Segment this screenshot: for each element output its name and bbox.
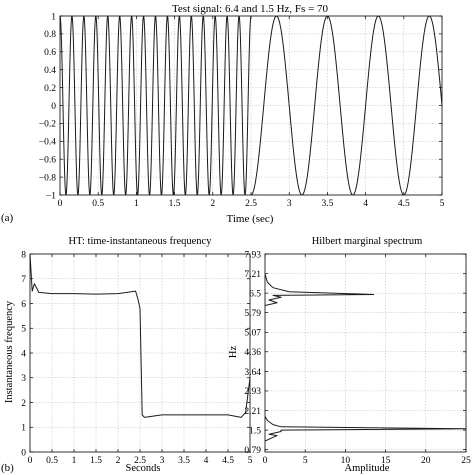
panel-b-xtick-label: 4.5 bbox=[222, 456, 234, 466]
panel-a-xtick-label: 2.5 bbox=[245, 199, 257, 209]
panel-c-ytick-label: 6.5 bbox=[249, 289, 261, 299]
panel-c-ytick-label: 5.07 bbox=[244, 329, 261, 339]
panel-a-ytick-label: 1 bbox=[51, 12, 56, 22]
panel-b-ytick-label: 8 bbox=[21, 250, 26, 260]
panel-b-xtick-label: 0 bbox=[28, 456, 33, 466]
panel-b-xtick-label: 5 bbox=[248, 456, 253, 466]
panel-c-xtick-label: 10 bbox=[341, 456, 351, 466]
panel-a-ytick-label: 0 bbox=[51, 102, 56, 112]
panel-b-xtick-label: 2 bbox=[116, 456, 121, 466]
panel-c-xtick-label: 25 bbox=[461, 456, 471, 466]
panel-a-xtick-label: 1 bbox=[134, 199, 139, 209]
panel-a-chart: Test signal: 6.4 and 1.5 Hz, Fs = 70 Tim… bbox=[1, 3, 445, 225]
panel-a-xtick-label: 3 bbox=[287, 199, 292, 209]
panel-b-xtick-label: 0.5 bbox=[46, 456, 58, 466]
panel-b-xtick-label: 1 bbox=[72, 456, 77, 466]
panel-b-ytick-label: 0 bbox=[21, 448, 26, 458]
panel-b-chart: HT: time-instantaneous frequency Seconds… bbox=[1, 236, 253, 474]
panel-a-xlabel: Time (sec) bbox=[227, 213, 274, 225]
panel-c-ytick-label: 2.21 bbox=[244, 407, 261, 417]
panel-b-xtick-label: 2.5 bbox=[134, 456, 146, 466]
panel-b-xtick-label: 3.5 bbox=[178, 456, 190, 466]
panel-c-xtick-label: 15 bbox=[381, 456, 391, 466]
panel-a-ytick-label: 0.4 bbox=[44, 66, 56, 76]
panel-c-xlabel: Amplitude bbox=[345, 463, 390, 474]
panel-b-label: (b) bbox=[1, 462, 14, 474]
panel-c-series-0-line bbox=[265, 273, 375, 306]
panel-b-plot-frame bbox=[29, 253, 251, 453]
panel-a-xtick-label: 0 bbox=[58, 199, 63, 209]
panel-b-xtick-label: 3 bbox=[160, 456, 165, 466]
panel-c-plot-frame bbox=[264, 253, 467, 453]
panel-c-xtick-label: 5 bbox=[303, 456, 308, 466]
panel-a-xtick-label: 0.5 bbox=[92, 199, 104, 209]
panel-a-xtick-label: 5 bbox=[440, 199, 445, 209]
panel-b-ylabel: Instantaneous frequency bbox=[4, 300, 15, 403]
panel-b-title: HT: time-instantaneous frequency bbox=[69, 236, 213, 247]
panel-a-ytick-label: −0.2 bbox=[39, 120, 56, 130]
panel-b-ytick-label: 6 bbox=[21, 300, 26, 310]
panel-c-chart: Hilbert marginal spectrum Amplitude Hz 0… bbox=[228, 236, 471, 474]
panel-c-ytick-label: 0.79 bbox=[244, 446, 261, 456]
panel-c-ytick-label: 3.64 bbox=[244, 368, 261, 378]
panel-a-ytick-label: 0.6 bbox=[44, 48, 56, 58]
panel-b-ytick-label: 2 bbox=[21, 399, 26, 409]
panel-a-ytick-label: −0.6 bbox=[39, 156, 56, 166]
panel-b-xtick-label: 1.5 bbox=[90, 456, 102, 466]
panel-a-ytick-label: 0.2 bbox=[44, 84, 56, 94]
panel-c-xtick-label: 20 bbox=[421, 456, 431, 466]
panel-c-ytick-label: 4.36 bbox=[244, 348, 261, 358]
panel-a-xtick-label: 3.5 bbox=[321, 199, 333, 209]
panel-a-ytick-label: −1 bbox=[46, 191, 56, 201]
panel-b-ytick-label: 7 bbox=[21, 275, 26, 285]
series-6p4hz-line bbox=[60, 16, 252, 195]
panel-a-ytick-label: −0.4 bbox=[39, 138, 56, 148]
panel-a-label: (a) bbox=[1, 212, 14, 224]
panel-c-title: Hilbert marginal spectrum bbox=[312, 236, 423, 247]
panel-b-series-0-line bbox=[30, 254, 250, 418]
panel-c-ytick-label: 2.93 bbox=[244, 387, 261, 397]
panel-a-ytick-label: 0.8 bbox=[44, 30, 56, 40]
panel-c-series-1-line bbox=[265, 416, 466, 442]
panel-a-title: Test signal: 6.4 and 1.5 Hz, Fs = 70 bbox=[172, 3, 329, 15]
series-1p5hz-line bbox=[250, 16, 442, 195]
panel-c-ytick-label: 5.79 bbox=[244, 309, 261, 319]
panel-c-ytick-label: 1.5 bbox=[249, 426, 261, 436]
panel-b-xtick-label: 4 bbox=[204, 456, 209, 466]
panel-b-xlabel: Seconds bbox=[126, 463, 161, 474]
panel-a-xtick-label: 4.5 bbox=[398, 199, 410, 209]
panel-a-xtick-label: 4 bbox=[363, 199, 368, 209]
panel-b-ytick-label: 3 bbox=[21, 374, 26, 384]
panel-c-ytick-label: 7.93 bbox=[244, 250, 261, 260]
panel-c-ylabel: Hz bbox=[228, 346, 239, 359]
panel-a-xtick-label: 1.5 bbox=[169, 199, 181, 209]
panel-b-ytick-label: 4 bbox=[21, 349, 26, 359]
panel-b-ytick-label: 5 bbox=[21, 325, 26, 335]
panel-a-ytick-label: −0.8 bbox=[39, 173, 56, 183]
panel-a-xtick-label: 2 bbox=[210, 199, 215, 209]
panel-c-ytick-label: 7.21 bbox=[244, 270, 261, 280]
panel-b-ytick-label: 1 bbox=[21, 424, 26, 434]
panel-c-xtick-label: 0 bbox=[263, 456, 268, 466]
